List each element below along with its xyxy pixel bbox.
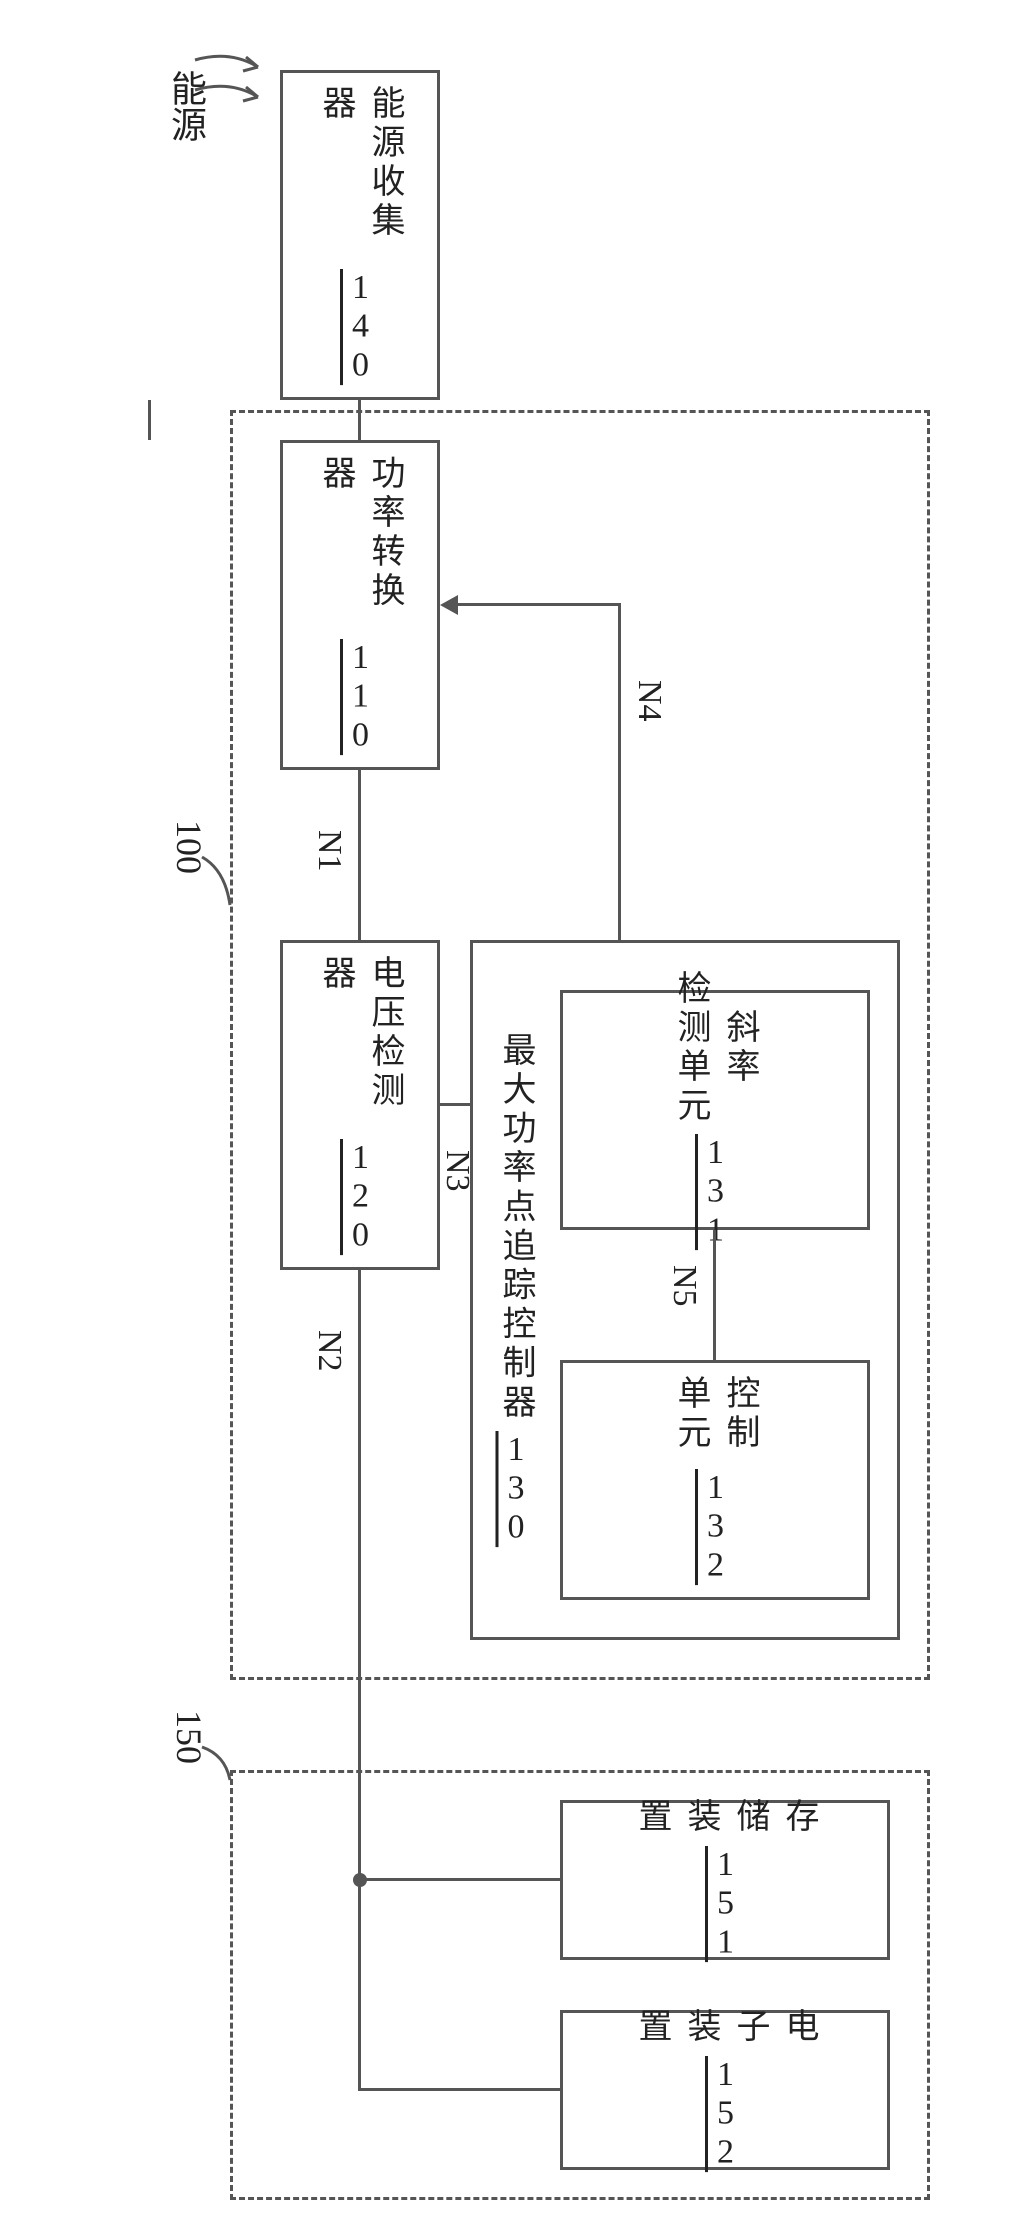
block-num: 130 [497, 1431, 535, 1547]
block-label: 电压检测器 [311, 955, 409, 1131]
block-num: 110 [341, 639, 379, 755]
callout-150-icon [200, 1745, 240, 1785]
block-num: 151 [706, 1846, 744, 1962]
wire-130-up [618, 605, 621, 940]
block-label: 斜率 检测单元 [666, 970, 764, 1126]
wire-110-120 [358, 770, 361, 940]
signal-n5: N5 [665, 1265, 703, 1307]
wire-branch-152 [358, 2088, 560, 2091]
signal-n2: N2 [310, 1330, 348, 1372]
energy-arrows-icon [190, 45, 280, 115]
node-dot [353, 1873, 367, 1887]
wire-branch-151 [358, 1878, 560, 1881]
block-label: 功率转换器 [311, 455, 409, 631]
block-energy-collector: 能源收集器 140 [280, 70, 440, 400]
block-num: 132 [696, 1469, 734, 1585]
wire-120-load [358, 1270, 361, 2090]
block-num: 140 [341, 269, 379, 385]
signal-n4: N4 [630, 680, 668, 722]
wire-131-132 [713, 1230, 716, 1360]
block-num: 152 [706, 2056, 744, 2172]
signal-n3: N3 [438, 1150, 476, 1192]
block-label: 最大功率点追踪控制器 [491, 1032, 540, 1423]
block-label: 控制单元 [666, 1375, 764, 1461]
wire-120-130 [440, 1103, 470, 1106]
callout-100-icon [200, 855, 240, 915]
wire-130-110 [458, 603, 621, 606]
signal-n1: N1 [310, 830, 348, 872]
block-control-unit: 控制单元 132 [560, 1360, 870, 1600]
block-label: 存储装置 [627, 1798, 823, 1837]
wire [148, 400, 151, 440]
block-num: 120 [341, 1139, 379, 1255]
wire-140-110 [358, 400, 361, 440]
block-power-converter: 功率转换器 110 [280, 440, 440, 770]
block-electronic: 电子装置 152 [560, 2010, 890, 2170]
arrowhead-into-110 [440, 595, 458, 615]
block-storage: 存储装置 151 [560, 1800, 890, 1960]
block-label: 能源收集器 [311, 85, 409, 261]
block-label: 电子装置 [627, 2008, 823, 2047]
block-voltage-detector: 电压检测器 120 [280, 940, 440, 1270]
block-slope-unit: 斜率 检测单元 131 [560, 990, 870, 1230]
